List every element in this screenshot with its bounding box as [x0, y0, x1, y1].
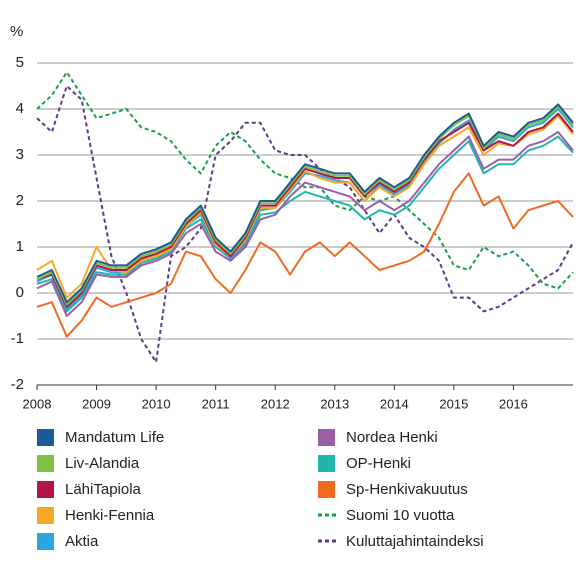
- x-tick-label: 2012: [261, 396, 290, 411]
- legend-swatch: [37, 429, 54, 446]
- legend-swatch: [318, 429, 335, 446]
- series-line: [36, 114, 574, 299]
- y-tick-label: 2: [16, 192, 24, 209]
- legend-swatch: [37, 481, 54, 498]
- x-tick-label: 2010: [142, 396, 171, 411]
- y-tick-label: 4: [16, 100, 24, 117]
- legend-label: Aktia: [65, 533, 99, 550]
- y-tick-label: 0: [16, 284, 24, 301]
- y-tick-label: 3: [16, 146, 24, 163]
- legend-label: Sp-Henkivakuutus: [346, 481, 468, 498]
- legend-swatch: [318, 455, 335, 472]
- legend-swatch: [318, 481, 335, 498]
- series-line: [36, 135, 574, 313]
- series-line: [36, 112, 574, 308]
- series-line: [36, 71, 574, 290]
- y-tick-label: -2: [11, 376, 24, 393]
- x-tick-label: 2013: [320, 396, 349, 411]
- series-line: [36, 172, 574, 338]
- legend-label: Kuluttajahintaindeksi: [346, 533, 484, 550]
- x-tick-label: 2015: [439, 396, 468, 411]
- series-line: [36, 85, 574, 363]
- legend-swatch: [37, 507, 54, 524]
- x-tick-label: 2009: [82, 396, 111, 411]
- x-tick-label: 2016: [499, 396, 528, 411]
- y-tick-label: 1: [16, 238, 24, 255]
- legend-label: Suomi 10 vuotta: [346, 507, 455, 524]
- legend-swatch: [37, 533, 54, 550]
- y-tick-label: -1: [11, 330, 24, 347]
- legend-label: Nordea Henki: [346, 429, 438, 446]
- x-tick-label: 2014: [380, 396, 409, 411]
- legend-label: OP-Henki: [346, 455, 411, 472]
- legend-label: Mandatum Life: [65, 429, 164, 446]
- x-tick-label: 2011: [202, 396, 230, 411]
- series-line: [36, 105, 574, 306]
- series-line: [36, 103, 574, 304]
- y-axis-label: %: [10, 23, 23, 40]
- series-line: [36, 131, 574, 317]
- legend-swatch: [37, 455, 54, 472]
- y-tick-label: 5: [16, 54, 24, 71]
- legend-label: Liv-Alandia: [65, 455, 140, 472]
- x-tick-label: 2008: [23, 396, 52, 411]
- legend-label: LähiTapiola: [65, 481, 142, 498]
- legend-label: Henki-Fennia: [65, 507, 155, 524]
